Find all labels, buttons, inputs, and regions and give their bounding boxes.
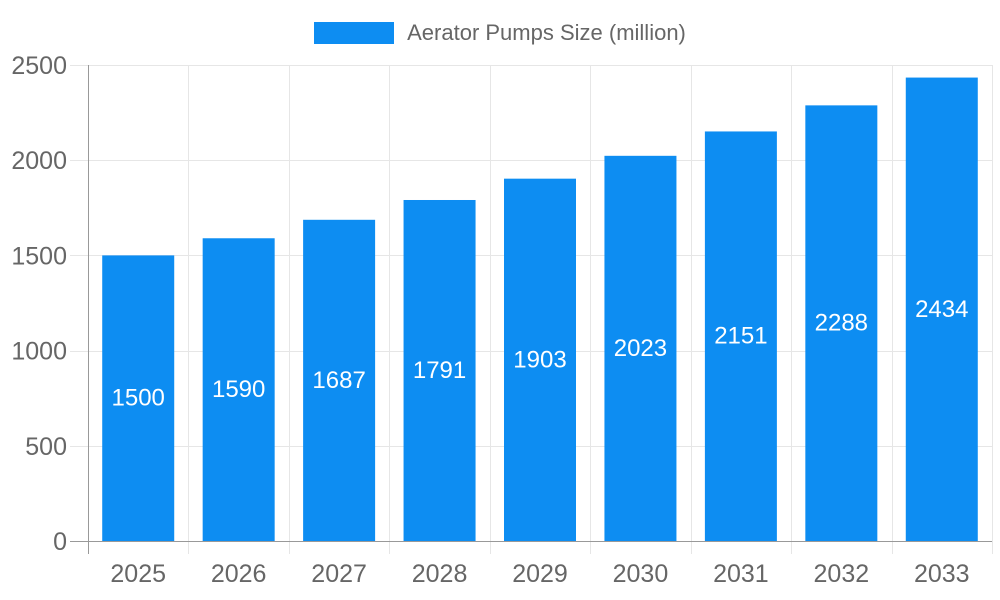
y-tick-label: 0: [53, 528, 67, 556]
legend-swatch: [314, 21, 395, 44]
bar-value-label: 1590: [212, 376, 265, 403]
y-tick-label: 1500: [11, 242, 67, 270]
bar-2033[interactable]: [905, 77, 978, 541]
x-tick-label: 2025: [110, 560, 166, 588]
bar-2028[interactable]: [403, 199, 476, 542]
x-tick-label: 2027: [311, 560, 367, 588]
bar-2030[interactable]: [604, 155, 677, 541]
x-tick-label: 2029: [512, 560, 568, 588]
bar-value-label: 2023: [614, 335, 667, 362]
bar-2029[interactable]: [504, 178, 576, 541]
bar-2027[interactable]: [303, 219, 376, 541]
bar-2032[interactable]: [805, 105, 878, 541]
x-tick-label: 2030: [613, 560, 669, 588]
bar-value-label: 2151: [714, 323, 767, 350]
bar-value-label: 2434: [915, 296, 968, 323]
legend[interactable]: Aerator Pumps Size (million): [0, 10, 1000, 55]
y-tick-label: 2500: [11, 52, 67, 80]
y-tick-label: 500: [25, 433, 67, 461]
bar-value-label: 1791: [413, 357, 466, 384]
x-tick-label: 2032: [814, 560, 870, 588]
x-tick-label: 2028: [412, 560, 468, 588]
bar-value-label: 2288: [815, 310, 868, 337]
legend-label: Aerator Pumps Size (million): [407, 19, 686, 45]
bar-2025[interactable]: [102, 255, 175, 541]
y-tick-label: 2000: [11, 147, 67, 175]
bar-2031[interactable]: [704, 131, 777, 542]
x-tick-label: 2031: [713, 560, 769, 588]
x-tick-label: 2026: [211, 560, 267, 588]
x-tick-label: 2033: [914, 560, 970, 588]
y-tick-label: 1000: [11, 338, 67, 366]
bar-value-label: 1903: [513, 346, 566, 373]
bar-value-label: 1500: [112, 385, 165, 412]
bar-value-label: 1687: [312, 367, 365, 394]
bar-2026[interactable]: [202, 238, 275, 541]
